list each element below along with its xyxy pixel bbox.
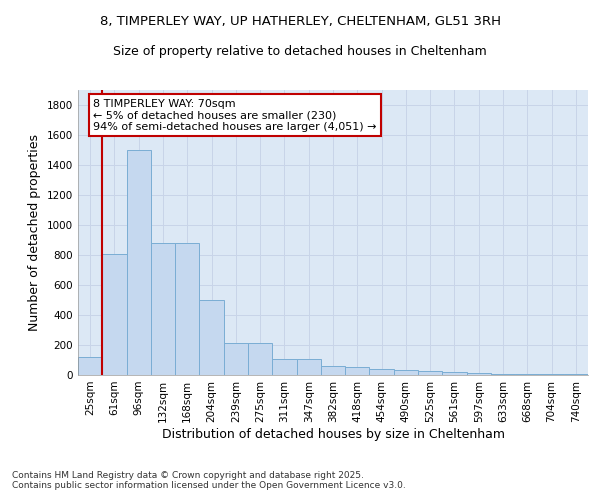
- Bar: [175, 243, 199, 375]
- Bar: [102, 254, 127, 375]
- Bar: [127, 150, 151, 375]
- X-axis label: Distribution of detached houses by size in Cheltenham: Distribution of detached houses by size …: [161, 428, 505, 440]
- Bar: [296, 359, 321, 375]
- Bar: [467, 373, 491, 375]
- Text: 8 TIMPERLEY WAY: 70sqm
← 5% of detached houses are smaller (230)
94% of semi-det: 8 TIMPERLEY WAY: 70sqm ← 5% of detached …: [94, 98, 377, 132]
- Bar: [151, 243, 175, 375]
- Bar: [321, 366, 345, 375]
- Text: 8, TIMPERLEY WAY, UP HATHERLEY, CHELTENHAM, GL51 3RH: 8, TIMPERLEY WAY, UP HATHERLEY, CHELTENH…: [100, 15, 500, 28]
- Text: Contains HM Land Registry data © Crown copyright and database right 2025.
Contai: Contains HM Land Registry data © Crown c…: [12, 470, 406, 490]
- Bar: [564, 374, 588, 375]
- Bar: [370, 369, 394, 375]
- Bar: [78, 357, 102, 375]
- Bar: [248, 343, 272, 375]
- Bar: [418, 371, 442, 375]
- Bar: [345, 367, 370, 375]
- Bar: [539, 374, 564, 375]
- Bar: [442, 372, 467, 375]
- Bar: [224, 343, 248, 375]
- Y-axis label: Number of detached properties: Number of detached properties: [28, 134, 41, 331]
- Text: Size of property relative to detached houses in Cheltenham: Size of property relative to detached ho…: [113, 45, 487, 58]
- Bar: [394, 370, 418, 375]
- Bar: [199, 300, 224, 375]
- Bar: [272, 359, 296, 375]
- Bar: [491, 374, 515, 375]
- Bar: [515, 374, 539, 375]
